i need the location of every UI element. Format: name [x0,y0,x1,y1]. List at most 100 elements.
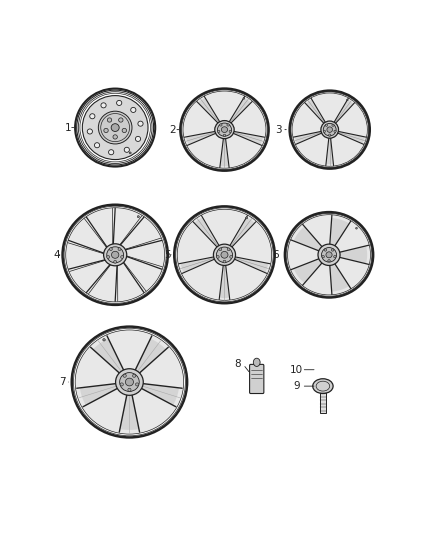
Ellipse shape [128,388,131,391]
Ellipse shape [219,248,222,251]
Polygon shape [227,217,255,251]
Polygon shape [334,131,365,144]
Ellipse shape [82,95,148,159]
Ellipse shape [125,378,134,386]
Text: 4: 4 [53,250,60,260]
Ellipse shape [219,124,222,126]
Polygon shape [120,389,139,430]
Text: 3: 3 [276,125,282,135]
Polygon shape [135,383,179,405]
Ellipse shape [116,369,143,395]
Ellipse shape [138,121,143,126]
Text: 10: 10 [290,365,303,375]
Ellipse shape [321,121,339,138]
Polygon shape [293,227,325,253]
Ellipse shape [75,330,184,434]
Ellipse shape [328,134,331,136]
Ellipse shape [318,244,340,265]
Ellipse shape [323,130,325,132]
Ellipse shape [215,120,234,139]
Ellipse shape [117,100,122,106]
Text: 2: 2 [170,125,176,135]
Ellipse shape [313,379,333,393]
Ellipse shape [230,255,233,259]
Ellipse shape [104,128,108,133]
Ellipse shape [323,123,336,136]
Ellipse shape [332,124,334,126]
Ellipse shape [120,383,124,386]
Ellipse shape [328,260,330,262]
Ellipse shape [324,249,327,251]
Ellipse shape [109,150,114,155]
Text: 5: 5 [165,250,171,260]
Ellipse shape [111,124,119,132]
Ellipse shape [112,251,119,259]
Ellipse shape [227,248,230,251]
Polygon shape [132,338,166,377]
Text: 9: 9 [293,381,300,391]
Ellipse shape [129,152,131,154]
Ellipse shape [121,255,124,259]
Polygon shape [329,218,349,250]
Polygon shape [306,100,328,126]
Ellipse shape [131,107,136,112]
Ellipse shape [243,98,245,99]
Ellipse shape [332,249,334,251]
Ellipse shape [229,130,232,133]
Ellipse shape [246,217,247,219]
Ellipse shape [213,244,236,265]
Ellipse shape [221,252,228,258]
Polygon shape [326,134,333,165]
Ellipse shape [122,128,127,133]
Ellipse shape [107,247,124,263]
Ellipse shape [287,215,371,295]
Ellipse shape [123,374,126,377]
Ellipse shape [322,255,325,258]
Ellipse shape [334,255,336,258]
Polygon shape [219,260,230,298]
Polygon shape [335,246,367,264]
Polygon shape [220,134,229,166]
Ellipse shape [217,123,232,136]
Text: 6: 6 [272,250,279,260]
Ellipse shape [135,383,139,386]
Text: 7: 7 [59,377,66,387]
FancyBboxPatch shape [320,390,326,413]
Ellipse shape [216,255,219,259]
Polygon shape [93,338,127,377]
Polygon shape [329,260,349,292]
Ellipse shape [223,134,226,136]
Ellipse shape [221,127,228,133]
Ellipse shape [124,147,129,152]
Ellipse shape [120,373,139,391]
Ellipse shape [135,136,141,141]
Ellipse shape [177,209,272,300]
Ellipse shape [227,124,230,126]
Ellipse shape [216,247,233,263]
Ellipse shape [292,93,367,166]
Ellipse shape [110,248,112,251]
Ellipse shape [137,216,139,217]
Polygon shape [332,100,353,126]
Polygon shape [180,256,219,273]
Polygon shape [230,256,268,273]
Ellipse shape [326,252,332,258]
Text: 8: 8 [235,359,241,369]
Ellipse shape [183,91,266,168]
Ellipse shape [356,228,357,229]
Polygon shape [227,98,251,126]
Ellipse shape [104,244,127,266]
Ellipse shape [346,99,348,101]
Ellipse shape [217,130,220,133]
Ellipse shape [119,118,123,122]
Text: 1: 1 [64,123,71,133]
Ellipse shape [114,261,117,263]
Ellipse shape [99,111,132,144]
Ellipse shape [103,338,105,341]
Ellipse shape [95,143,100,148]
Polygon shape [198,98,222,126]
Ellipse shape [87,129,92,134]
Ellipse shape [101,103,106,108]
Polygon shape [194,217,222,251]
Ellipse shape [327,127,332,132]
